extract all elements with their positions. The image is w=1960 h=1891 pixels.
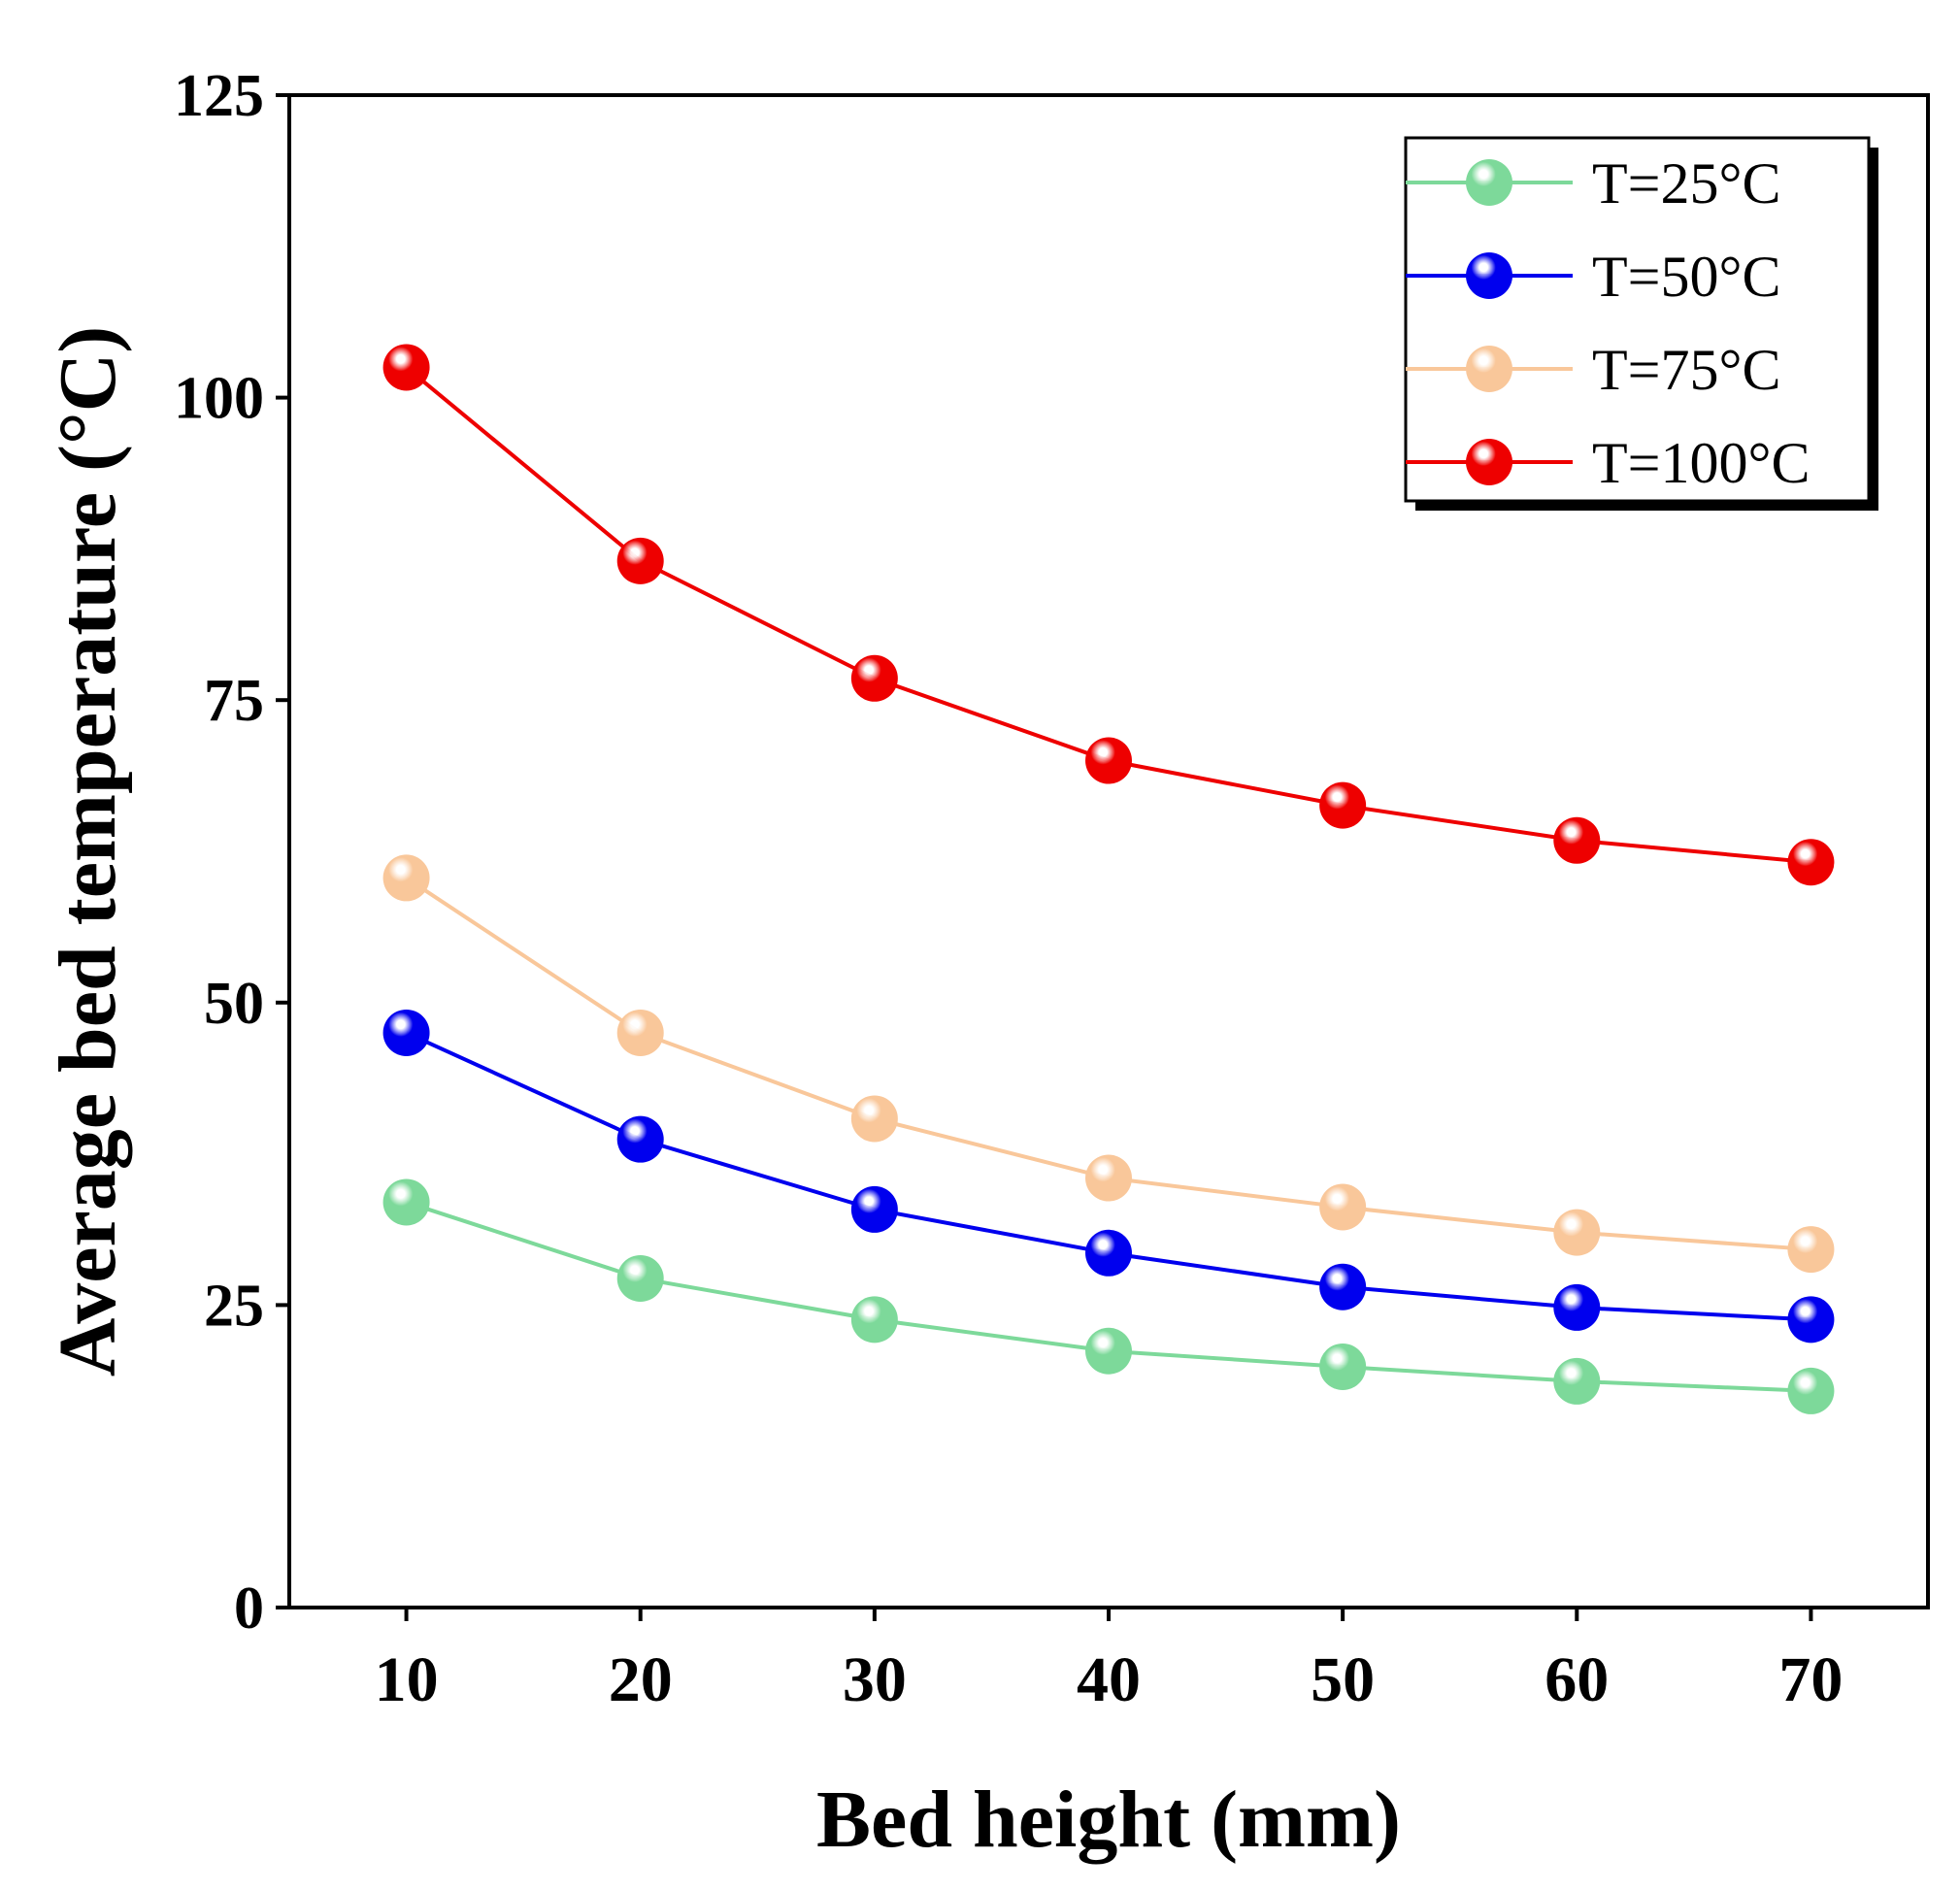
legend-marker: [1466, 346, 1512, 392]
legend-item-t-25-c: T=25°C: [1406, 151, 1781, 216]
legend: T=25°C T=50°C T=75°C T=100°C: [1404, 136, 1878, 511]
y-tick-label: 125: [174, 63, 264, 129]
y-tick-label: 50: [204, 971, 264, 1037]
data-point: [1085, 1229, 1132, 1277]
data-point: [616, 1115, 664, 1163]
data-point: [382, 854, 430, 902]
data-point: [1319, 1343, 1367, 1390]
data-point: [850, 1095, 898, 1143]
data-point: [850, 654, 898, 702]
legend-item-t-75-c: T=75°C: [1406, 338, 1781, 402]
data-point: [1787, 839, 1835, 886]
legend-label: T=100°C: [1592, 431, 1811, 495]
data-point: [1319, 1263, 1367, 1310]
y-axis-title: Average bed temperature (°C): [43, 326, 133, 1377]
x-tick-label: 20: [609, 1644, 673, 1715]
x-tick-label: 10: [375, 1644, 439, 1715]
legend-item-t-100-c: T=100°C: [1406, 431, 1811, 495]
x-tick-label: 70: [1778, 1644, 1843, 1715]
series-t-50-c: [382, 1009, 1835, 1344]
legend-item-t-50-c: T=50°C: [1406, 245, 1781, 309]
x-axis-title: Bed height (mm): [816, 1775, 1401, 1865]
data-point: [1085, 737, 1132, 784]
data-point: [1085, 1154, 1132, 1202]
x-tick-label: 40: [1077, 1644, 1141, 1715]
plot-area-frame: [287, 93, 1930, 1609]
series-t-75-c: [382, 854, 1835, 1274]
x-axis-ticks: 10 20 30 40 50 60 70: [375, 1608, 1843, 1715]
data-point: [616, 1254, 664, 1302]
data-point: [1787, 1367, 1835, 1414]
data-point: [1319, 1183, 1367, 1231]
y-tick-label: 0: [234, 1576, 264, 1642]
legend-label: T=50°C: [1592, 245, 1781, 309]
data-point: [850, 1185, 898, 1233]
data-point: [382, 344, 430, 391]
data-point: [1553, 1209, 1601, 1256]
legend-label: T=75°C: [1592, 338, 1781, 402]
data-point: [1085, 1327, 1132, 1375]
x-tick-label: 50: [1311, 1644, 1375, 1715]
data-point: [616, 1009, 664, 1056]
series-layer: [382, 344, 1835, 1414]
data-point: [1787, 1226, 1835, 1274]
x-tick-label: 60: [1545, 1644, 1609, 1715]
y-tick-label: 75: [204, 668, 264, 734]
data-point: [616, 537, 664, 584]
series-t-100-c: [382, 344, 1835, 886]
data-point: [1787, 1296, 1835, 1344]
series-t-25-c: [382, 1178, 1835, 1414]
legend-marker: [1466, 159, 1512, 206]
data-point: [1553, 1283, 1601, 1331]
legend-label: T=25°C: [1592, 151, 1781, 216]
legend-marker: [1466, 252, 1512, 299]
data-point: [850, 1296, 898, 1344]
legend-marker: [1466, 439, 1512, 485]
data-point: [382, 1178, 430, 1226]
y-tick-label: 100: [174, 366, 264, 432]
x-tick-label: 30: [843, 1644, 907, 1715]
data-point: [1553, 816, 1601, 864]
data-point: [1319, 781, 1367, 829]
data-point: [1553, 1357, 1601, 1405]
y-tick-label: 25: [204, 1273, 264, 1339]
y-axis-ticks: 0 25 50 75 100 125: [174, 63, 289, 1642]
data-point: [382, 1009, 430, 1056]
